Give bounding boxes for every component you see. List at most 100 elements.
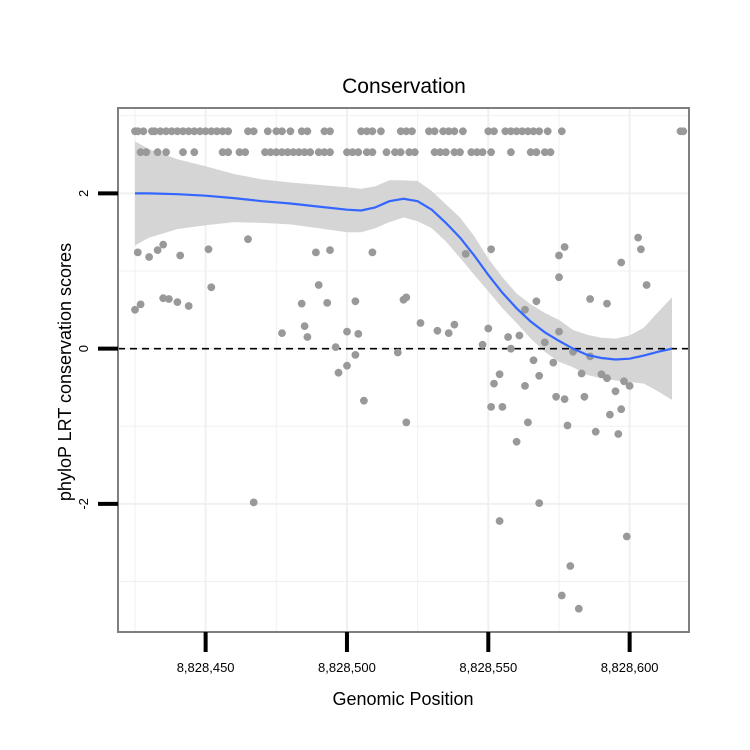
data-point [555,251,563,260]
data-point [484,324,493,333]
x-axis-ticks: 8,828,450 8,828,500 8,828,550 8,828,600 [177,632,659,675]
panel-border [117,107,690,633]
x-axis-title: Genomic Position [332,689,473,709]
data-point [439,127,447,136]
data-point [133,248,142,257]
data-point [190,148,199,157]
data-point [167,127,176,136]
data-point [487,148,495,157]
data-point [286,127,295,136]
data-point [343,327,351,336]
data-point [201,127,210,136]
data-point [577,369,586,378]
data-point [459,127,467,136]
data-point [518,127,527,136]
data-point [297,299,306,308]
data-point [266,148,275,157]
data-point [190,127,199,136]
data-point [637,245,645,254]
data-point [501,127,510,136]
data-point [555,273,563,282]
data-point [487,403,495,411]
data-point [557,127,566,136]
y-axis-title: phyloP LRT conservation scores [55,243,75,501]
data-point [263,127,272,136]
data-point [295,148,303,157]
data-point [546,148,555,157]
data-point [504,333,512,341]
y-tick-label: -2 [76,498,91,510]
data-point [278,127,286,136]
data-point [326,127,334,136]
data-point [249,127,258,136]
confidence-band [135,141,672,400]
x-axis: 8,828,450 8,828,500 8,828,550 8,828,600 Gen… [177,632,659,709]
data-point [303,127,312,136]
data-point [560,243,569,251]
data-point [495,517,504,525]
data-point [490,127,498,136]
data-point [444,127,453,136]
data-point [133,127,142,136]
data-point [498,403,507,411]
data-point [552,392,560,401]
data-point [461,250,470,258]
data-point [351,297,360,306]
data-point [591,427,600,436]
data-point [456,148,464,157]
data-point [473,148,481,157]
data-point [507,127,515,136]
data-point [535,499,544,507]
plot-panel [117,107,690,633]
data-point [300,148,309,157]
data-point [433,326,442,335]
data-point [351,351,360,359]
data-point [156,127,165,136]
data-point [597,370,606,379]
y-axis-ticks: -2 0 2 [76,190,118,510]
data-point [563,421,572,430]
data-point [142,148,151,157]
data-point [620,377,628,386]
data-point [580,392,589,401]
data-point [159,240,168,249]
data-point [543,127,552,136]
data-point [368,127,377,136]
data-point [524,418,532,427]
data-point [306,148,315,157]
data-point [179,148,187,157]
data-point [331,343,340,351]
data-point [611,387,620,396]
data-point [368,148,377,157]
data-point [603,374,611,383]
data-point [162,148,171,157]
data-point [529,356,538,365]
data-point [532,297,541,306]
y-tick-label: 2 [76,190,91,197]
data-point [139,127,148,136]
data-point [540,148,549,157]
data-point [153,148,162,157]
data-point [207,127,216,136]
data-point [560,395,569,403]
data-point [425,127,433,136]
data-point [241,148,250,157]
data-point [535,371,544,380]
data-point [300,322,309,330]
data-point [334,368,343,377]
data-point [326,148,334,157]
data-point [574,604,583,613]
data-point [603,299,611,308]
data-point [131,305,139,314]
data-point [218,127,227,136]
data-point [368,248,377,257]
data-point [249,498,258,507]
y-tick-label: 0 [76,345,91,352]
x-tick-label: 8,828,600 [601,660,659,675]
chart-title: Conservation [342,75,466,98]
data-point [136,148,145,157]
data-point [244,127,252,136]
data-point [478,148,487,157]
data-point [487,245,495,254]
smooth-line [135,192,673,361]
